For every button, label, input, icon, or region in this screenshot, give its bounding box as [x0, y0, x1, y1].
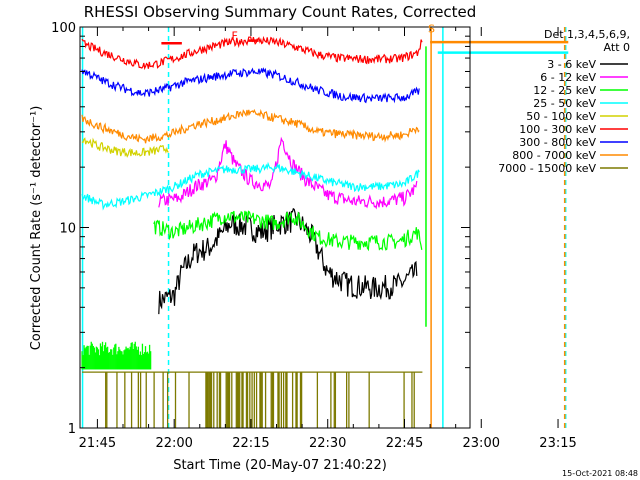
flag-label: S: [428, 22, 435, 35]
series-group: [81, 161, 420, 211]
series-group: [81, 137, 169, 158]
series-group: [81, 210, 423, 370]
series-group: [158, 136, 418, 210]
legend-header-line-2: Att 0: [604, 41, 630, 54]
legend-label: 100 - 300 keV: [519, 123, 596, 136]
x-tick-label: 23:15: [539, 436, 576, 451]
x-axis-label: Start Time (20-May-07 21:40:22): [173, 458, 387, 473]
legend-label: 12 - 25 keV: [533, 84, 596, 97]
legend-label: 7000 - 15000 keV: [498, 162, 596, 175]
x-tick-label: 22:30: [309, 436, 346, 451]
series-group: [81, 67, 420, 104]
legend-label: 3 - 6 keV: [547, 58, 596, 71]
series-line: [81, 161, 420, 211]
series-line: [158, 136, 418, 210]
axes: 1 10 100 21:45 22:00 22:15 22:30 22:45 23:00 23:1…: [51, 21, 577, 451]
legend-label: 25 - 50 keV: [533, 97, 596, 110]
x-tick-label: 22:15: [232, 436, 269, 451]
chart-title: RHESSI Observing Summary Count Rates, Co…: [84, 3, 477, 21]
y-tick-label: 10: [59, 222, 76, 237]
vertical-markers: [81, 27, 567, 428]
series-lines: [81, 35, 569, 428]
x-tick-label: 22:45: [386, 436, 423, 451]
series-group: [82, 371, 423, 428]
flag-label: F: [231, 30, 237, 43]
series-line: [153, 210, 423, 252]
series-group: [158, 207, 418, 315]
y-axis-label: Corrected Count Rate (s⁻¹ detector⁻¹): [29, 106, 44, 351]
series-line: [81, 67, 420, 104]
y-tick-label: 1: [68, 422, 76, 437]
x-tick-label: 22:00: [155, 436, 192, 451]
y-tick-label: 100: [51, 21, 76, 36]
series-line: [81, 108, 420, 144]
series-line: [158, 207, 418, 315]
legend-label: 800 - 7000 keV: [512, 149, 596, 162]
legend-label: 50 - 100 keV: [526, 110, 596, 123]
series-group: [81, 108, 420, 144]
x-tick-label: 23:00: [463, 436, 500, 451]
legend-header-line-1: Det 1,3,4,5,6,9,: [544, 28, 630, 41]
footer-timestamp: 15-Oct-2021 08:48: [562, 469, 638, 478]
x-tick-label: 21:45: [79, 436, 116, 451]
series-line: [81, 137, 169, 158]
legend-label: 300 - 800 keV: [519, 136, 596, 149]
legend-label: 6 - 12 keV: [540, 71, 596, 84]
